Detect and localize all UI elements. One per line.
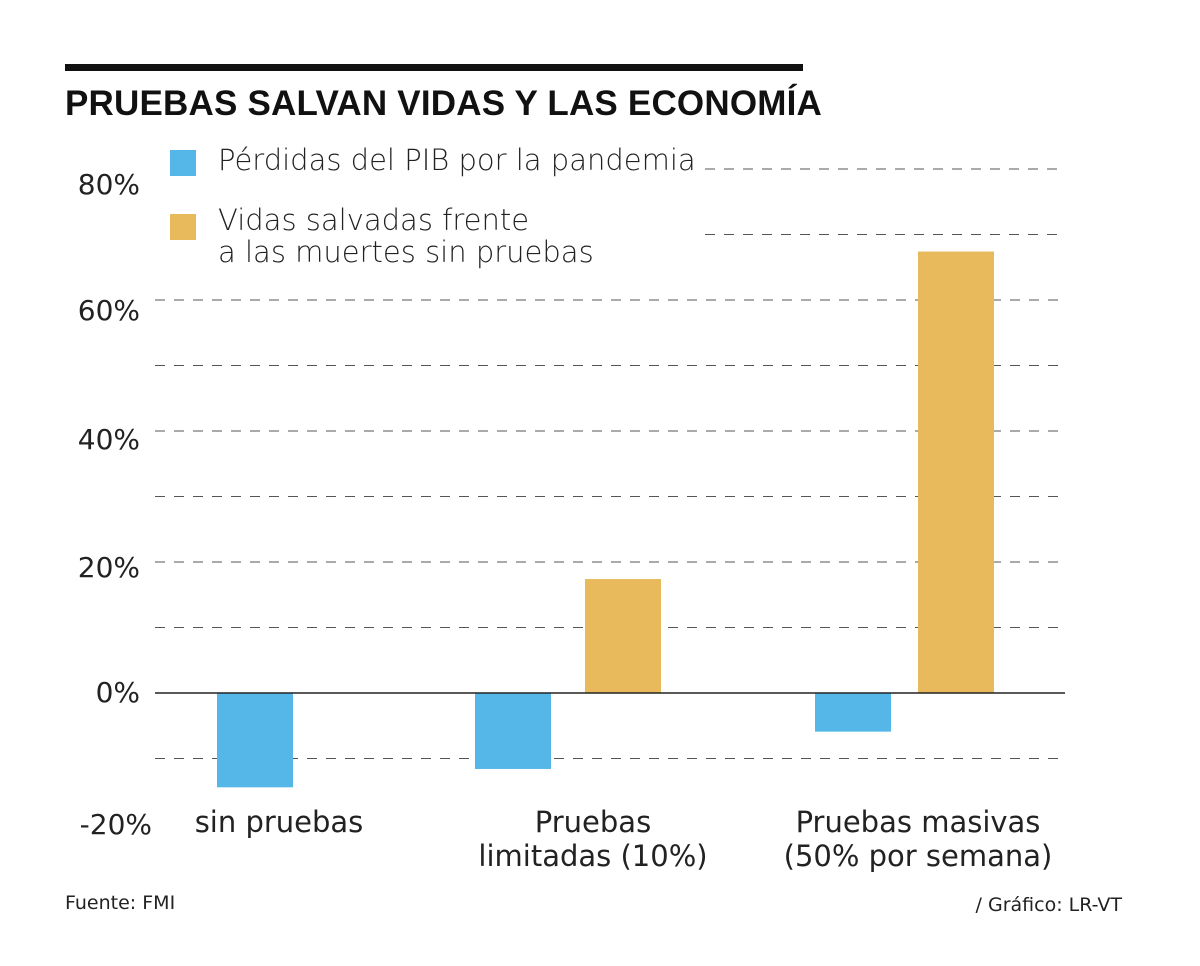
category-label: Pruebas limitadas (10%): [478, 805, 708, 873]
legend-item-gdp: Pérdidas del PIB por la pandemia: [170, 144, 696, 176]
bar-gdp: [217, 693, 293, 788]
chart-title: PRUEBAS SALVAN VIDAS Y LAS ECONOMÍA: [65, 84, 823, 123]
credit-note: / Gráfico: LR-VT: [975, 894, 1122, 916]
y-tick-label: -20%: [79, 808, 152, 841]
bar-gdp: [815, 693, 891, 732]
title-rule: [65, 64, 803, 71]
y-tick-label: 0%: [95, 676, 140, 709]
legend-swatch-lives: [170, 214, 196, 240]
source-note: Fuente: FMI: [65, 892, 176, 914]
bar-lives: [918, 251, 994, 693]
y-tick-label: 40%: [77, 423, 140, 456]
legend-item-lives: Vidas salvadas frente a las muertes sin …: [170, 204, 594, 268]
bar-lives: [585, 579, 661, 693]
legend-label-gdp: Pérdidas del PIB por la pandemia: [218, 143, 696, 177]
legend-swatch-gdp: [170, 150, 196, 176]
y-tick-label: 60%: [77, 294, 140, 327]
category-label: Pruebas masivas (50% por semana): [783, 805, 1053, 873]
category-label: sin pruebas: [194, 805, 364, 839]
legend-label-lives: Vidas salvadas frente a las muertes sin …: [218, 203, 594, 269]
bar-gdp: [475, 693, 551, 769]
y-tick-label: 80%: [77, 168, 140, 201]
y-tick-label: 20%: [77, 551, 140, 584]
